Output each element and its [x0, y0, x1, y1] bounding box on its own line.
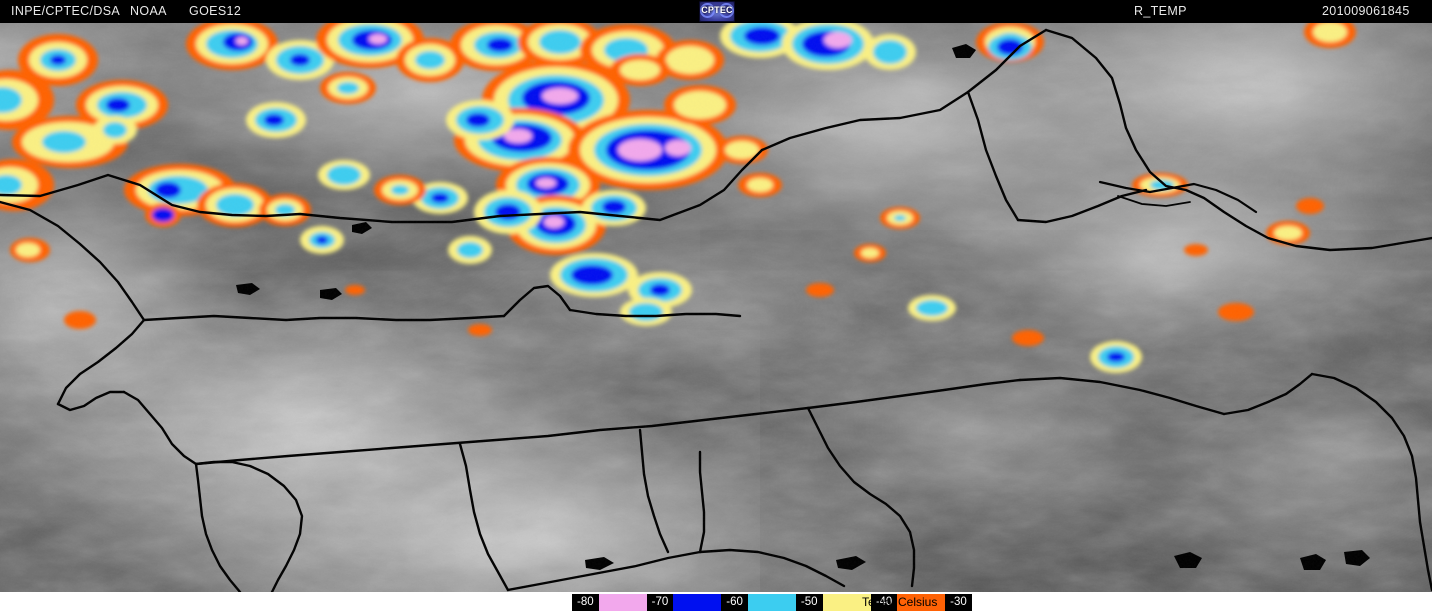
- legend-tick-0: -80: [572, 594, 599, 611]
- legend-strip: -80 -70 -60 -50 -40 -30 Temp. Celsius: [0, 592, 1432, 613]
- temperature-color-legend: -80 -70 -60 -50 -40 -30: [572, 594, 972, 611]
- legend-tick-4: -40: [870, 594, 898, 611]
- legend-swatch-cyan: [747, 594, 796, 611]
- product-label: R_TEMP: [1134, 4, 1187, 18]
- legend-tick-3: -50: [795, 594, 823, 611]
- header-bar: INPE/CPTEC/DSA NOAA GOES12 R_TEMP 201009…: [0, 0, 1432, 23]
- legend-tick-1: -70: [646, 594, 674, 611]
- logo-ring-right-icon: [719, 3, 734, 18]
- legend-swatch-violet: [598, 594, 647, 611]
- logo-text: CPTEC: [701, 5, 733, 15]
- legend-tick-5: -30: [945, 594, 972, 611]
- agency-label: INPE/CPTEC/DSA: [11, 4, 121, 18]
- cptec-logo: CPTEC: [699, 1, 735, 22]
- legend-units-label: Temp. Celsius: [862, 595, 938, 609]
- timestamp-label: 201009061845: [1322, 4, 1410, 18]
- legend-tick-2: -60: [721, 594, 748, 611]
- legend-swatch-blue: [673, 594, 722, 611]
- legend-swatch-yellow: [822, 594, 871, 611]
- satellite-image-canvas: [0, 0, 1432, 592]
- network-label: NOAA: [130, 4, 167, 18]
- logo-ring-left-icon: [700, 3, 715, 18]
- legend-swatch-orange: [897, 594, 946, 611]
- satellite-label: GOES12: [189, 4, 242, 18]
- satellite-raster: [0, 0, 1432, 592]
